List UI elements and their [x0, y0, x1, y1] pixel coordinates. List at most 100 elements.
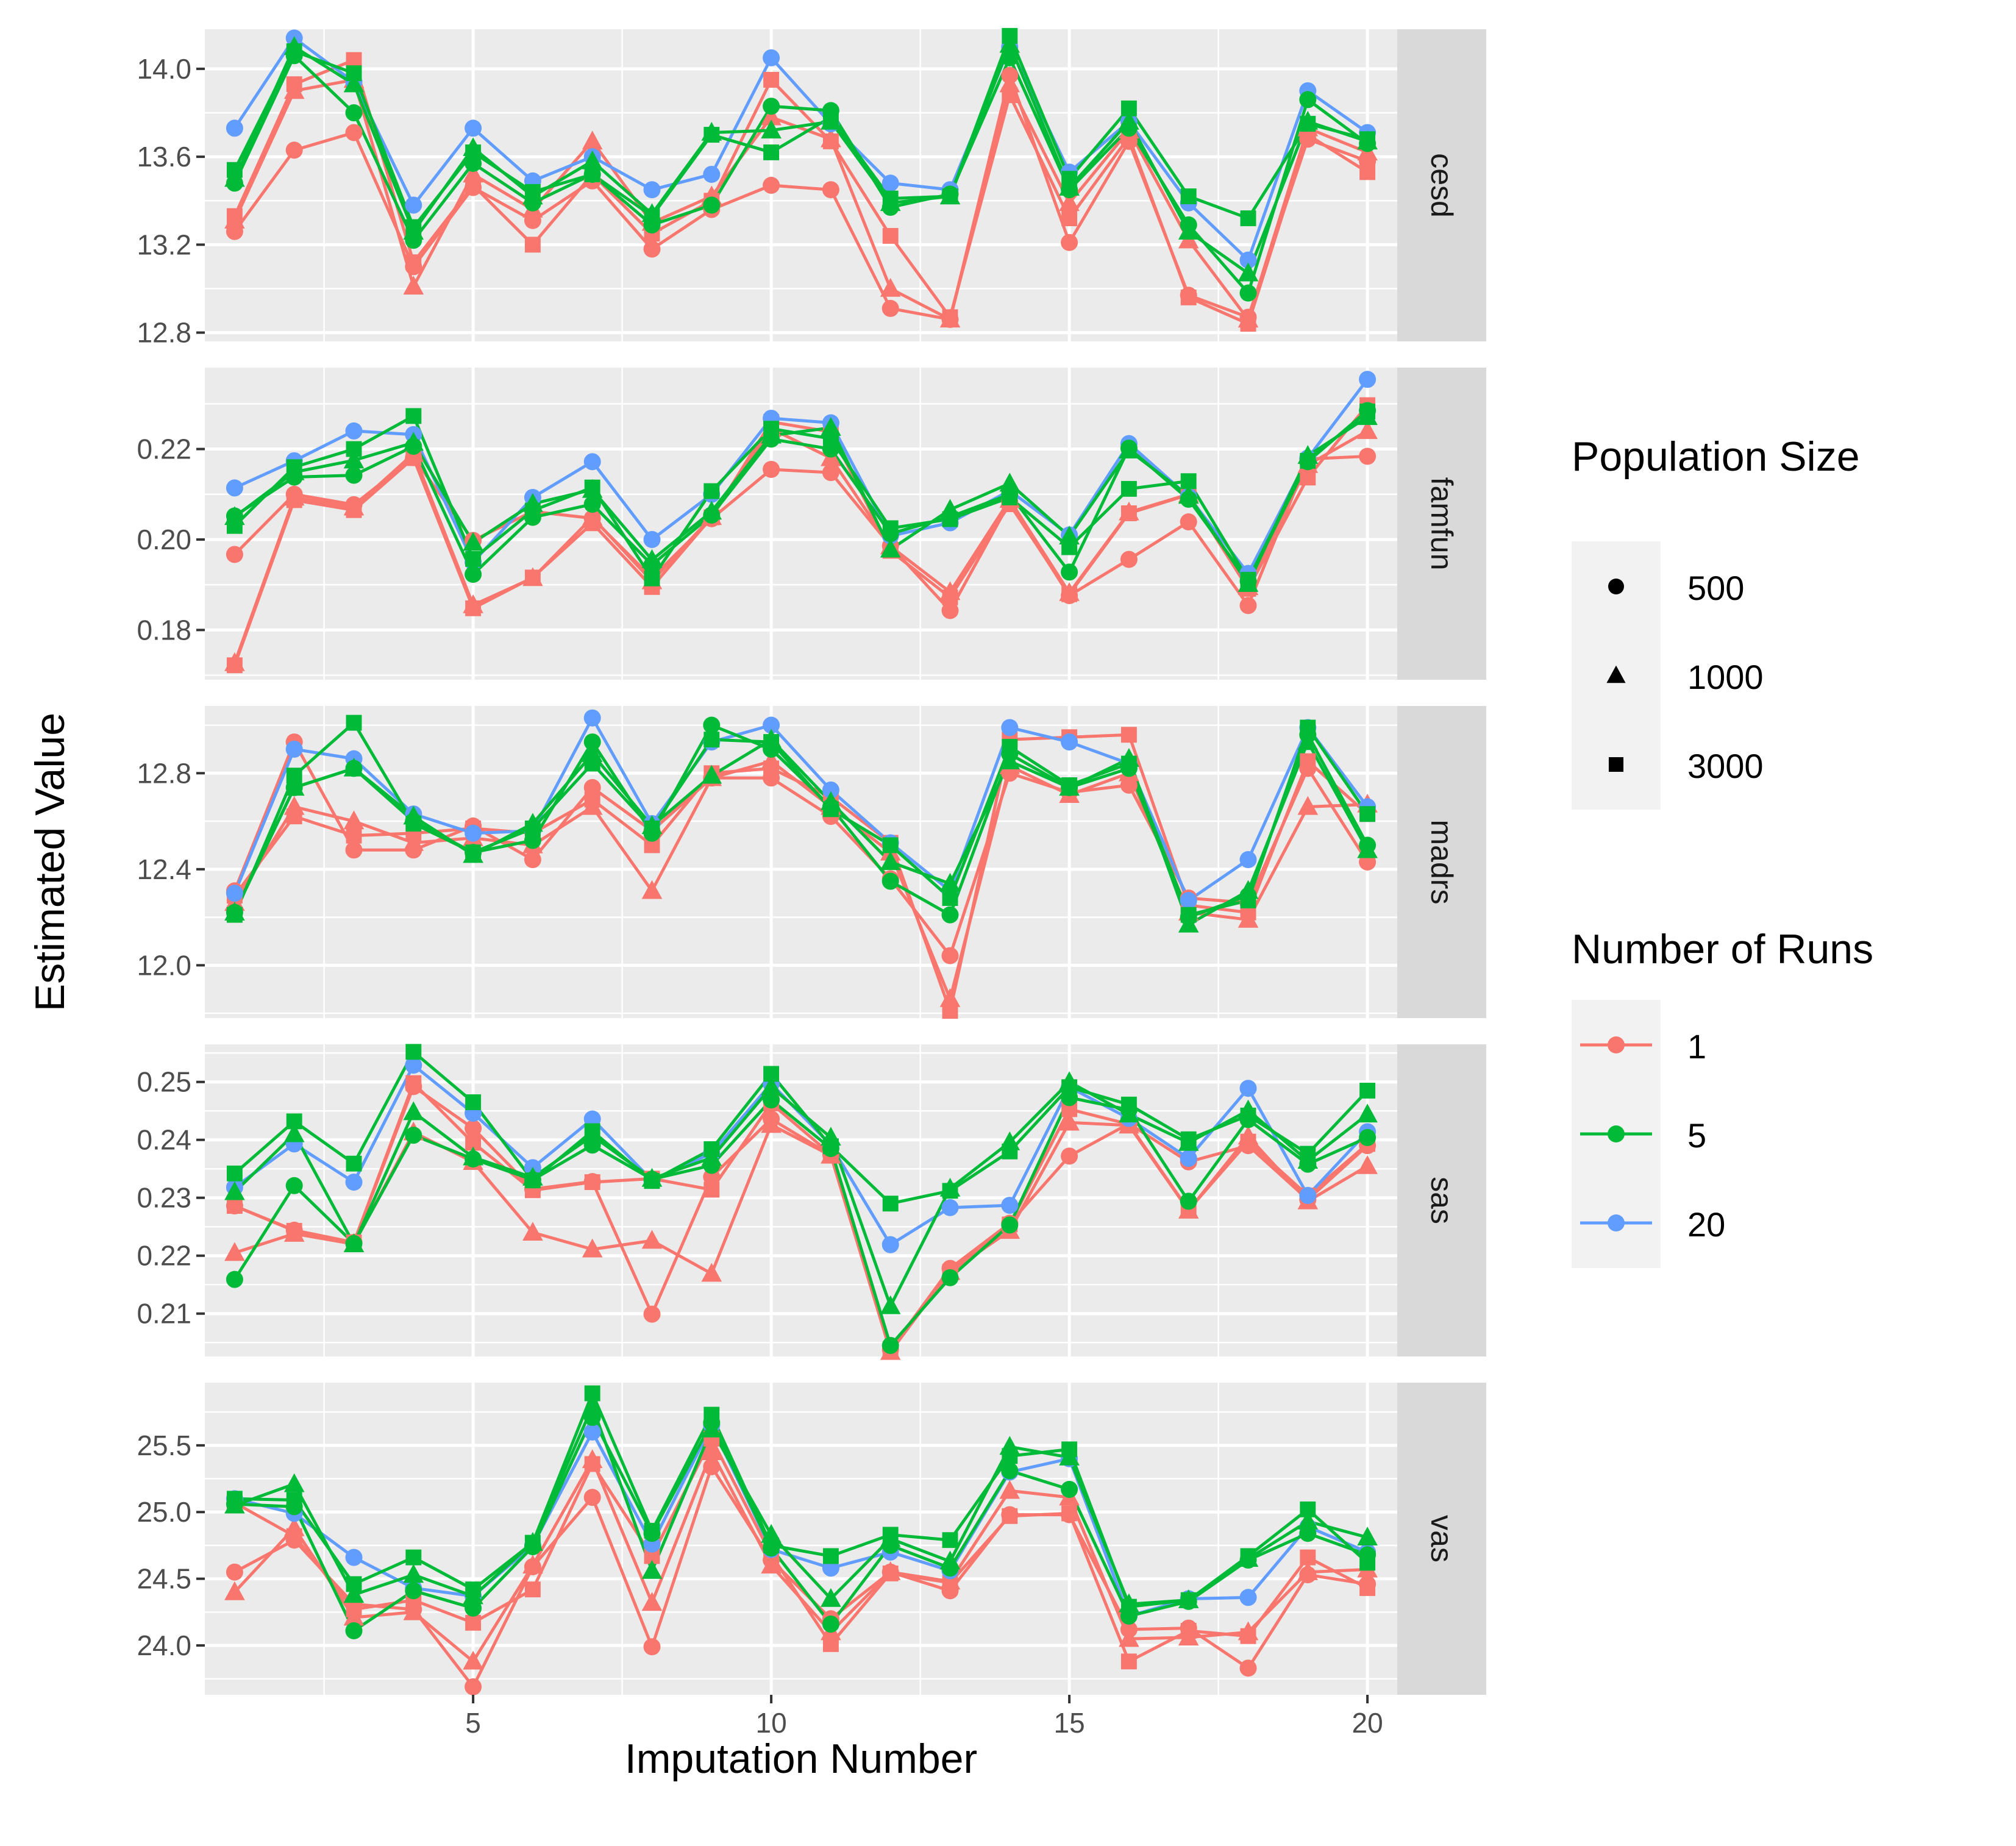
data-point-vas-runs-5-pop-3000	[942, 1532, 958, 1548]
data-point-vas-runs-20-pop-500	[1239, 1589, 1257, 1606]
data-point-vas-runs-5-pop-3000	[346, 1576, 362, 1592]
data-point-famfun-runs-5-pop-1000	[1119, 440, 1139, 459]
legend-label: 1000	[1687, 658, 1764, 696]
data-point-famfun-runs-1-pop-500	[941, 602, 959, 619]
data-point-vas-runs-1-pop-3000	[1120, 1653, 1137, 1670]
data-point-vas-runs-5-pop-1000	[821, 1588, 841, 1607]
data-point-madrs-runs-20-pop-500	[1001, 719, 1019, 736]
data-point-vas-runs-1-pop-500	[643, 1638, 661, 1656]
data-point-sas-runs-5-pop-3000	[1240, 1107, 1256, 1124]
data-point-sas-runs-1-pop-3000	[405, 1075, 422, 1091]
data-point-vas-runs-5-pop-3000	[1061, 1441, 1078, 1458]
data-point-madrs-runs-5-pop-1000	[701, 764, 722, 784]
data-point-sas-runs-5-pop-500	[405, 1127, 422, 1144]
data-point-sas-runs-5-pop-3000	[882, 1196, 899, 1212]
data-point-vas-runs-5-pop-3000	[1002, 1448, 1018, 1464]
data-point-sas-runs-1-pop-1000	[522, 1222, 543, 1241]
data-point-vas-runs-1-pop-1000	[224, 1581, 245, 1600]
data-point-cesd-runs-5-pop-500	[345, 104, 363, 122]
data-point-famfun-runs-5-pop-3000	[1240, 572, 1256, 588]
data-point-vas-runs-5-pop-3000	[524, 1534, 541, 1551]
data-point-cesd-runs-1-pop-3000	[1061, 210, 1078, 227]
y-tick-label: 13.2	[137, 229, 191, 260]
data-point-cesd-runs-20-pop-500	[465, 119, 482, 137]
data-point-sas-runs-1-pop-1000	[761, 1114, 782, 1133]
data-point-sas-runs-5-pop-3000	[524, 1172, 541, 1189]
x-tick-label: 10	[756, 1707, 787, 1739]
data-point-sas-runs-5-pop-500	[226, 1270, 243, 1288]
legend-label: 5	[1687, 1116, 1706, 1155]
data-point-cesd-runs-20-pop-500	[226, 119, 243, 137]
data-point-vas-runs-5-pop-3000	[644, 1522, 660, 1539]
data-point-cesd-runs-1-pop-3000	[1002, 87, 1018, 104]
data-point-vas-runs-5-pop-1000	[641, 1559, 663, 1579]
series-line-runs-5-pop-3000	[233, 721, 1369, 917]
data-point-madrs-runs-5-pop-3000	[822, 801, 839, 818]
data-point-sas-runs-5-pop-3000	[286, 1113, 302, 1130]
data-point-cesd-runs-1-pop-3000	[942, 309, 958, 326]
data-point-famfun-runs-5-pop-3000	[405, 408, 422, 424]
data-point-sas-runs-20-pop-500	[345, 1174, 363, 1191]
series-line-runs-20-pop-500	[233, 1063, 1369, 1247]
data-point-sas-runs-5-pop-1000	[761, 1076, 782, 1096]
data-point-cesd-runs-5-pop-3000	[405, 219, 422, 235]
data-point-cesd-runs-5-pop-3000	[1359, 131, 1376, 148]
data-point-cesd-runs-1-pop-1000	[582, 130, 603, 150]
data-point-famfun-runs-5-pop-1000	[641, 549, 663, 568]
data-point-famfun-runs-1-pop-3000	[942, 590, 958, 605]
data-point-madrs-runs-1-pop-3000	[1120, 727, 1137, 743]
y-tick-label: 0.25	[137, 1066, 191, 1098]
y-tick-label: 0.18	[137, 614, 191, 646]
data-point-madrs-runs-20-pop-500	[1180, 892, 1197, 910]
data-point-famfun-runs-1-pop-3000	[1061, 586, 1078, 602]
data-point-vas-runs-5-pop-3000	[286, 1492, 302, 1508]
data-point-vas-runs-5-pop-1000	[403, 1564, 424, 1583]
y-tick-label: 0.23	[137, 1182, 191, 1214]
data-point-sas-runs-5-pop-500	[941, 1269, 959, 1286]
data-point-madrs-runs-5-pop-3000	[286, 768, 302, 784]
data-point-vas-runs-5-pop-3000	[226, 1491, 243, 1507]
data-point-vas-runs-1-pop-500	[583, 1489, 601, 1506]
data-point-madrs-runs-5-pop-3000	[942, 890, 958, 907]
series-line-runs-1-pop-3000	[233, 1437, 1369, 1663]
data-point-madrs-runs-5-pop-1000	[1178, 913, 1199, 933]
data-point-madrs-runs-5-pop-1000	[343, 757, 365, 777]
data-point-sas-runs-1-pop-3000	[1240, 1133, 1256, 1150]
data-point-sas-runs-5-pop-1000	[1119, 1103, 1139, 1123]
legend-key-point	[1608, 1214, 1625, 1231]
data-point-famfun-runs-5-pop-500	[345, 466, 363, 484]
data-point-madrs-runs-5-pop-1000	[999, 750, 1020, 769]
data-point-cesd-runs-5-pop-3000	[763, 144, 780, 160]
data-point-famfun-runs-5-pop-3000	[942, 511, 958, 527]
data-point-vas-runs-1-pop-1000	[463, 1650, 483, 1670]
data-point-vas-runs-5-pop-1000	[343, 1584, 365, 1603]
legend-key-square	[1608, 757, 1624, 772]
data-point-sas-runs-1-pop-1000	[224, 1242, 245, 1261]
series-line-runs-20-pop-500	[233, 716, 1369, 902]
data-point-madrs-runs-20-pop-500	[1061, 733, 1078, 751]
data-point-sas-runs-20-pop-500	[1180, 1150, 1197, 1167]
data-point-cesd-runs-1-pop-3000	[763, 71, 780, 88]
y-tick-label: 25.5	[137, 1430, 191, 1461]
data-point-vas-runs-5-pop-3000	[405, 1549, 422, 1566]
data-point-cesd-runs-1-pop-500	[1061, 233, 1078, 251]
data-point-vas-runs-1-pop-3000	[1240, 1628, 1256, 1644]
x-tick-label: 20	[1352, 1707, 1383, 1739]
data-point-vas-runs-5-pop-500	[1001, 1462, 1019, 1480]
data-point-madrs-runs-1-pop-500	[941, 947, 959, 964]
data-point-cesd-runs-5-pop-3000	[822, 109, 839, 126]
data-point-madrs-runs-1-pop-1000	[1297, 796, 1319, 815]
series-line-runs-5-pop-500	[233, 409, 1369, 583]
data-point-sas-runs-1-pop-3000	[286, 1222, 302, 1239]
data-point-cesd-runs-5-pop-1000	[1119, 110, 1139, 130]
data-point-famfun-runs-5-pop-3000	[1300, 452, 1316, 469]
data-point-madrs-runs-5-pop-3000	[1240, 893, 1256, 908]
data-point-sas-runs-5-pop-3000	[763, 1066, 780, 1082]
data-point-vas-runs-1-pop-3000	[465, 1614, 482, 1631]
legend-label: 20	[1687, 1205, 1725, 1244]
data-point-cesd-runs-5-pop-500	[763, 98, 780, 115]
data-point-famfun-runs-5-pop-500	[583, 496, 601, 513]
data-point-cesd-runs-5-pop-3000	[1180, 188, 1197, 204]
data-point-vas-runs-5-pop-500	[822, 1616, 839, 1633]
data-point-cesd-runs-1-pop-3000	[882, 227, 899, 244]
